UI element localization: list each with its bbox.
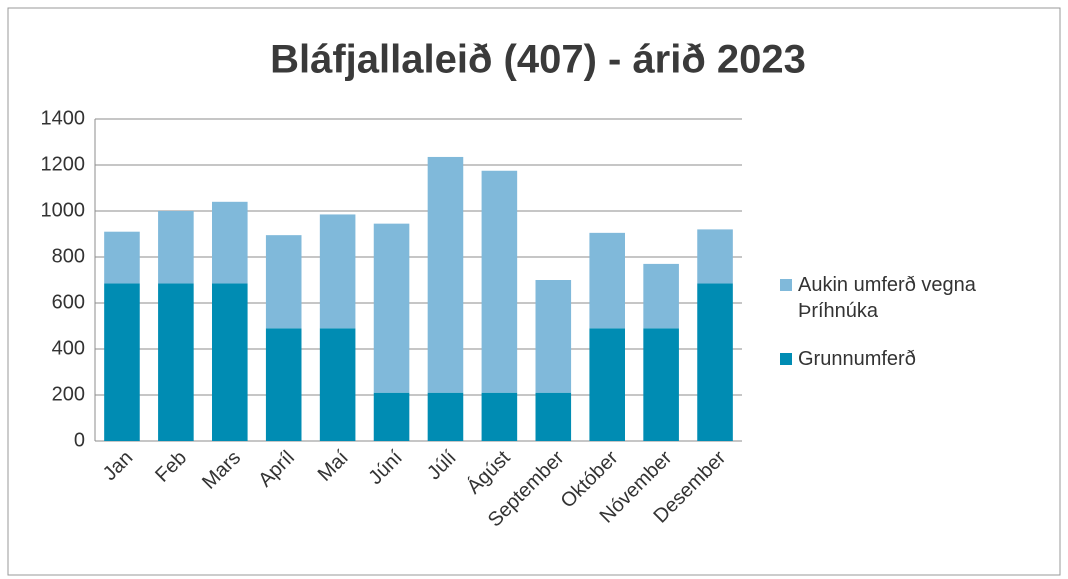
bar-segment	[104, 231, 140, 284]
bar-segment	[697, 229, 733, 284]
bar-segment	[481, 170, 518, 393]
y-tick-label: 200	[52, 383, 85, 405]
y-tick-label: 600	[52, 291, 85, 313]
y-tick-label: 0	[74, 429, 85, 451]
bar-segment	[535, 280, 572, 393]
bar-segment	[427, 156, 464, 393]
bar-segment	[589, 328, 626, 441]
y-tick-label: 400	[52, 337, 85, 359]
legend-swatch	[780, 279, 792, 291]
bar-segment	[697, 283, 733, 441]
bar-segment	[481, 392, 518, 441]
legend-item: Aukin umferð vegna Þríhnúka	[780, 272, 1050, 324]
bar-segment	[211, 201, 248, 284]
legend-item: Grunnumferð	[780, 346, 1050, 372]
y-tick-label: 1000	[41, 199, 86, 221]
legend-label: Aukin umferð vegna Þríhnúka	[798, 274, 976, 322]
bar-segment	[211, 283, 248, 441]
bar-segment	[104, 283, 140, 441]
y-tick-label: 1400	[41, 107, 86, 129]
y-tick-label: 1200	[41, 153, 86, 175]
bar-segment	[427, 392, 464, 441]
bar-segment	[643, 263, 679, 329]
bar-segment	[265, 235, 302, 329]
legend-label: Grunnumferð	[798, 348, 916, 370]
bar-segment	[535, 392, 572, 441]
bar-segment	[319, 214, 356, 329]
legend-swatch	[780, 353, 792, 365]
bar-segment	[373, 223, 410, 393]
bar-segment	[265, 328, 302, 441]
legend: Aukin umferð vegna Þríhnúka Grunnumferð	[780, 272, 1050, 394]
bar-segment	[589, 232, 626, 329]
bar-segment	[373, 392, 410, 441]
bar-segment	[643, 328, 679, 441]
bar-segment	[319, 328, 356, 441]
y-tick-label: 800	[52, 245, 85, 267]
bar-segment	[158, 283, 194, 441]
chart-title: Bláfjallaleið (407) - árið 2023	[270, 38, 806, 82]
bar-segment	[158, 211, 194, 284]
